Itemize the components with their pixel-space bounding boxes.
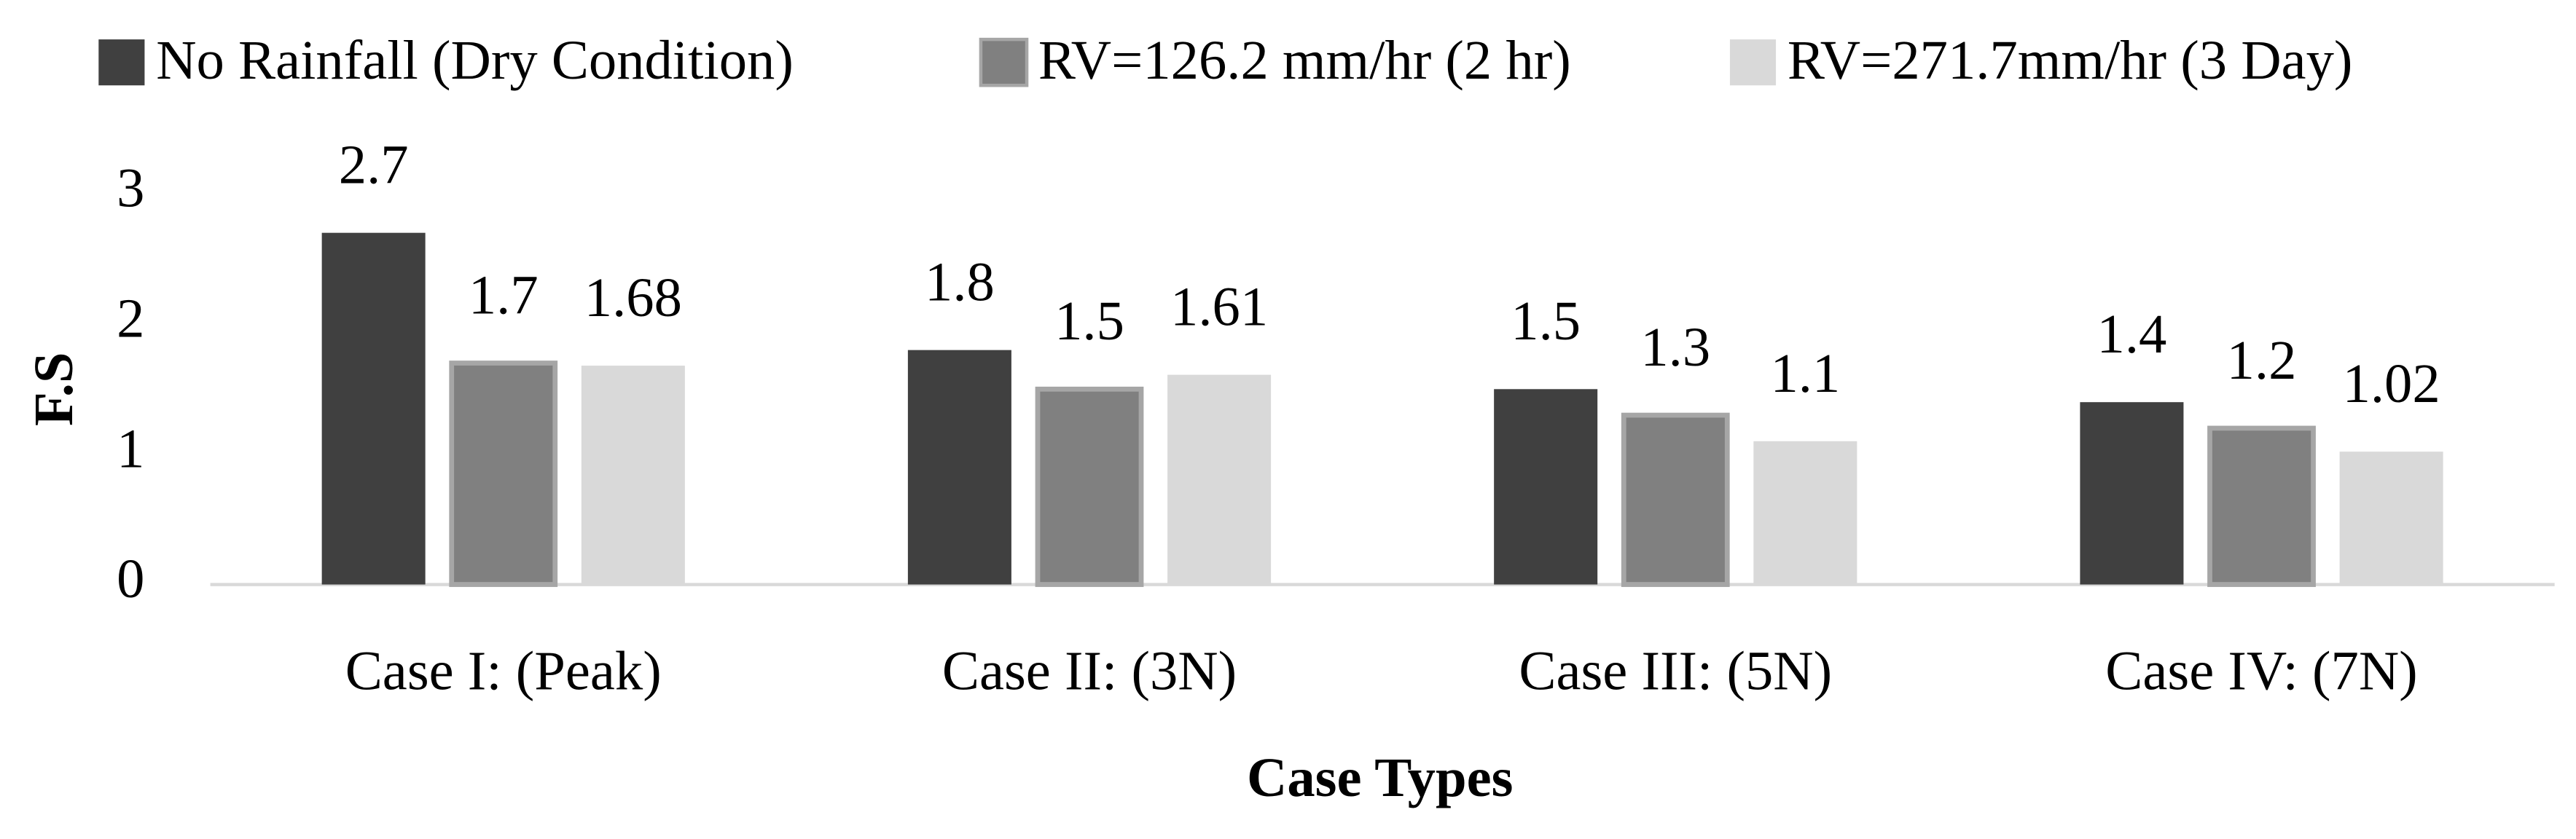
x-tick-label: Case II: (3N)	[942, 639, 1237, 701]
y-tick-label: 3	[117, 157, 144, 219]
bar	[2339, 452, 2443, 585]
x-tick-label: Case IV: (7N)	[2105, 639, 2417, 701]
bar	[1167, 374, 1272, 585]
value-label: 1.61	[1170, 276, 1268, 338]
value-label: 1.4	[2097, 303, 2167, 365]
bar	[449, 361, 558, 587]
y-tick-label: 2	[117, 287, 144, 349]
bar	[1035, 386, 1144, 587]
legend-swatch	[1729, 39, 1777, 86]
value-label: 1.5	[1054, 290, 1124, 352]
y-tick-label: 1	[117, 417, 144, 479]
value-label: 1.3	[1640, 316, 1710, 378]
value-label: 1.5	[1511, 290, 1581, 352]
value-label: 1.8	[925, 251, 995, 313]
legend-label: RV=271.7mm/hr (3 Day)	[1788, 29, 2353, 91]
y-tick-label: 0	[117, 548, 144, 610]
x-tick-label: Case III: (5N)	[1519, 639, 1832, 701]
legend-swatch	[98, 39, 145, 86]
value-label: 1.68	[584, 267, 682, 328]
value-label: 1.7	[469, 264, 539, 326]
legend-label: RV=126.2 mm/hr (2 hr)	[1038, 29, 1571, 91]
bar	[581, 366, 685, 585]
legend-label: No Rainfall (Dry Condition)	[156, 29, 794, 91]
value-label: 2.7	[339, 134, 409, 196]
bar	[1753, 441, 1857, 585]
bar	[1621, 412, 1730, 587]
value-label: 1.1	[1770, 342, 1840, 404]
bar	[1494, 389, 1598, 585]
x-tick-label: Case I: (Peak)	[345, 639, 662, 701]
bar	[321, 232, 426, 585]
value-label: 1.2	[2227, 329, 2297, 391]
y-axis-title: F.S	[23, 352, 85, 427]
x-axis-title: Case Types	[1247, 747, 1513, 808]
bar	[2080, 402, 2184, 585]
bar	[907, 350, 1011, 585]
legend-swatch	[979, 37, 1029, 87]
value-label: 1.02	[2343, 352, 2440, 414]
bar	[2207, 425, 2316, 587]
